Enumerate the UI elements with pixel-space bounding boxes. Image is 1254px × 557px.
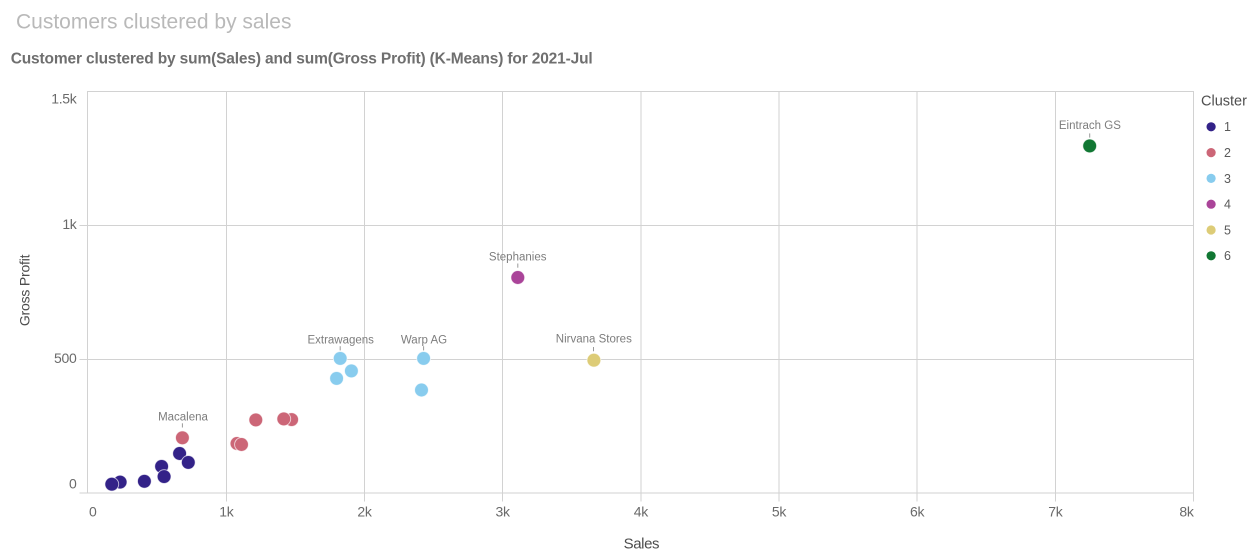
svg-text:7k: 7k xyxy=(1048,504,1063,520)
svg-text:6: 6 xyxy=(1224,249,1231,263)
svg-text:Nirvana Stores: Nirvana Stores xyxy=(556,334,632,346)
svg-text:2k: 2k xyxy=(357,504,372,520)
svg-text:500: 500 xyxy=(54,350,77,366)
svg-text:Gross Profit: Gross Profit xyxy=(16,254,32,326)
svg-text:Sales: Sales xyxy=(624,535,660,552)
svg-text:Eintrach GS: Eintrach GS xyxy=(1059,120,1121,132)
svg-text:1: 1 xyxy=(1224,120,1231,134)
svg-text:Macalena: Macalena xyxy=(158,412,208,424)
svg-text:1.5k: 1.5k xyxy=(51,91,78,107)
svg-text:6k: 6k xyxy=(910,504,925,520)
svg-text:0: 0 xyxy=(89,504,97,520)
svg-text:2: 2 xyxy=(1224,146,1231,160)
svg-text:3: 3 xyxy=(1224,172,1231,186)
svg-text:3k: 3k xyxy=(496,504,511,520)
svg-text:Cluster: Cluster xyxy=(1201,94,1247,110)
svg-text:5k: 5k xyxy=(772,504,787,520)
svg-text:8k: 8k xyxy=(1179,504,1194,520)
svg-text:Stephanies: Stephanies xyxy=(489,252,547,264)
svg-text:Customer clustered by sum(Sale: Customer clustered by sum(Sales) and sum… xyxy=(11,51,593,68)
svg-text:Extrawagens: Extrawagens xyxy=(307,335,374,347)
svg-text:Warp AG: Warp AG xyxy=(401,335,447,347)
svg-text:1k: 1k xyxy=(62,216,77,232)
svg-text:0: 0 xyxy=(69,475,77,491)
svg-text:5: 5 xyxy=(1224,223,1231,237)
svg-text:4: 4 xyxy=(1224,198,1231,212)
svg-text:Customers clustered by sales: Customers clustered by sales xyxy=(16,11,291,34)
svg-text:1k: 1k xyxy=(219,504,234,520)
svg-text:4k: 4k xyxy=(634,504,649,520)
